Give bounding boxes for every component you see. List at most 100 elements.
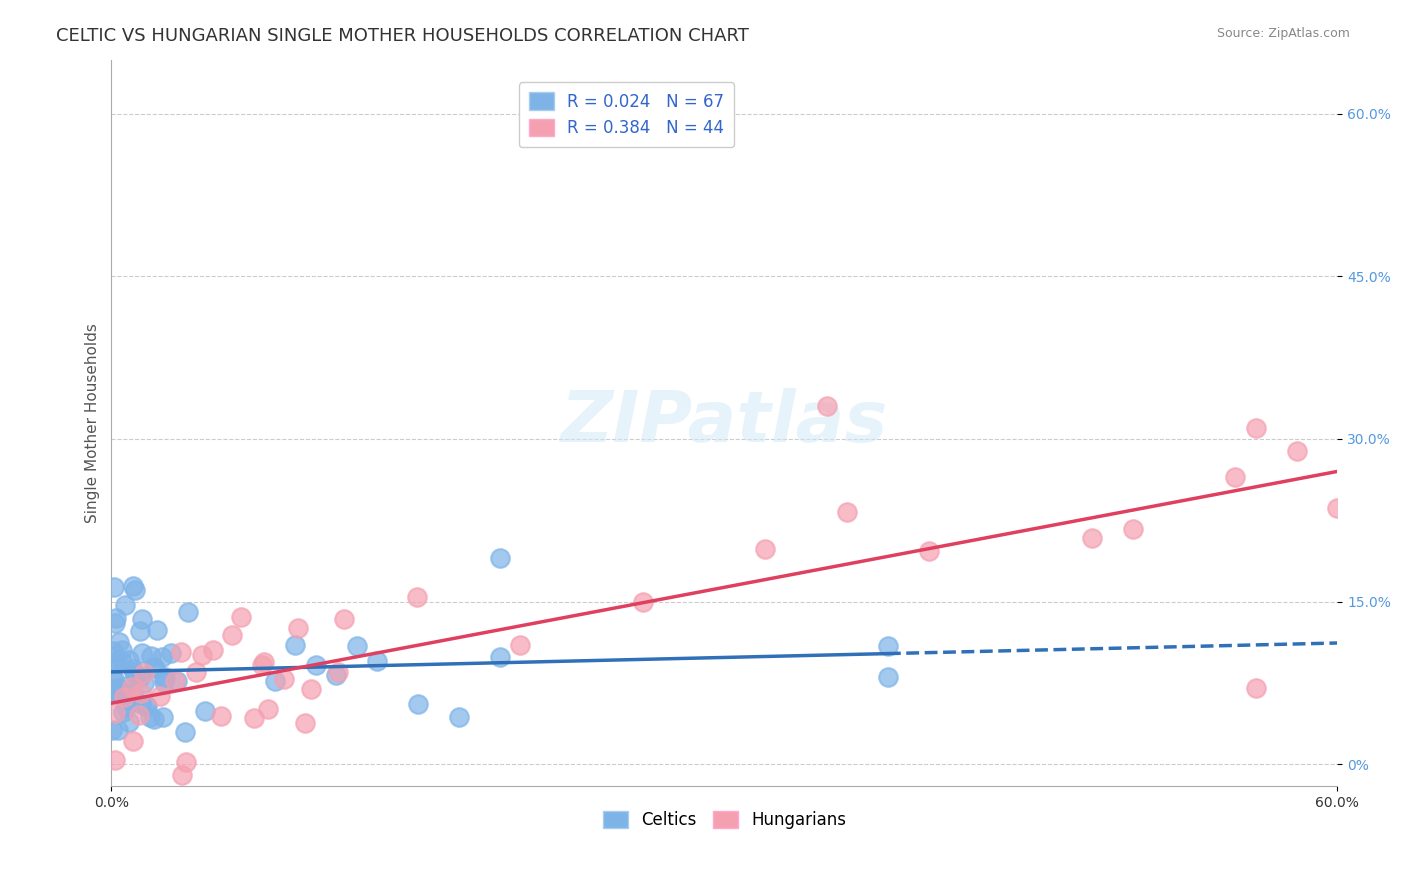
Point	[184, 665, 207, 679]
Point	[103, 672, 125, 686]
Point	[1081, 531, 1104, 545]
Point	[115, 679, 138, 693]
Point	[107, 723, 129, 737]
Point	[139, 710, 162, 724]
Point	[1225, 470, 1247, 484]
Point	[153, 674, 176, 689]
Point	[488, 551, 510, 566]
Point	[108, 635, 131, 649]
Point	[104, 616, 127, 631]
Point	[129, 697, 152, 711]
Point	[406, 591, 429, 605]
Point	[294, 715, 316, 730]
Point	[131, 646, 153, 660]
Point	[105, 654, 128, 668]
Point	[191, 648, 214, 662]
Point	[155, 670, 177, 684]
Point	[488, 650, 510, 665]
Point	[104, 706, 127, 720]
Point	[149, 689, 172, 703]
Point	[121, 662, 143, 676]
Point	[150, 650, 173, 665]
Point	[125, 668, 148, 682]
Point	[264, 673, 287, 688]
Point	[131, 612, 153, 626]
Text: CELTIC VS HUNGARIAN SINGLE MOTHER HOUSEHOLDS CORRELATION CHART: CELTIC VS HUNGARIAN SINGLE MOTHER HOUSEH…	[56, 27, 749, 45]
Point	[114, 693, 136, 707]
Point	[104, 753, 127, 767]
Point	[194, 704, 217, 718]
Point	[229, 609, 252, 624]
Point	[114, 598, 136, 612]
Point	[299, 681, 322, 696]
Point	[1285, 444, 1308, 458]
Point	[177, 605, 200, 619]
Point	[103, 656, 125, 670]
Point	[170, 768, 193, 782]
Point	[447, 710, 470, 724]
Legend: Celtics, Hungarians: Celtics, Hungarians	[596, 804, 853, 836]
Point	[135, 698, 157, 713]
Text: ZIPatlas: ZIPatlas	[561, 388, 889, 458]
Point	[1244, 681, 1267, 696]
Point	[173, 724, 195, 739]
Point	[876, 639, 898, 653]
Point	[202, 643, 225, 657]
Point	[170, 645, 193, 659]
Point	[124, 582, 146, 597]
Point	[111, 690, 134, 704]
Point	[287, 621, 309, 635]
Point	[122, 665, 145, 679]
Point	[253, 655, 276, 669]
Point	[509, 638, 531, 652]
Text: Source: ZipAtlas.com: Source: ZipAtlas.com	[1216, 27, 1350, 40]
Point	[112, 690, 135, 704]
Point	[121, 680, 143, 694]
Point	[107, 681, 129, 695]
Point	[132, 665, 155, 680]
Point	[325, 668, 347, 682]
Point	[139, 649, 162, 664]
Point	[1367, 440, 1389, 454]
Point	[835, 505, 858, 519]
Point	[876, 670, 898, 684]
Point	[143, 661, 166, 675]
Point	[333, 612, 356, 626]
Point	[128, 708, 150, 723]
Point	[166, 674, 188, 689]
Point	[160, 646, 183, 660]
Point	[346, 639, 368, 653]
Point	[152, 710, 174, 724]
Point	[112, 684, 135, 698]
Point	[105, 610, 128, 624]
Point	[100, 723, 122, 738]
Point	[122, 687, 145, 701]
Point	[142, 713, 165, 727]
Point	[328, 665, 350, 679]
Point	[111, 643, 134, 657]
Point	[284, 638, 307, 652]
Point	[132, 675, 155, 690]
Point	[815, 400, 838, 414]
Point	[128, 670, 150, 684]
Point	[256, 701, 278, 715]
Point	[754, 541, 776, 556]
Point	[366, 654, 388, 668]
Point	[129, 624, 152, 638]
Point	[918, 543, 941, 558]
Point	[105, 686, 128, 700]
Point	[174, 755, 197, 769]
Point	[305, 658, 328, 673]
Point	[242, 711, 264, 725]
Point	[118, 715, 141, 730]
Point	[153, 671, 176, 685]
Point	[101, 644, 124, 658]
Point	[163, 673, 186, 688]
Point	[145, 623, 167, 637]
Y-axis label: Single Mother Households: Single Mother Households	[86, 323, 100, 523]
Point	[1326, 501, 1348, 516]
Point	[1244, 421, 1267, 435]
Point	[209, 709, 232, 723]
Point	[221, 628, 243, 642]
Point	[103, 580, 125, 594]
